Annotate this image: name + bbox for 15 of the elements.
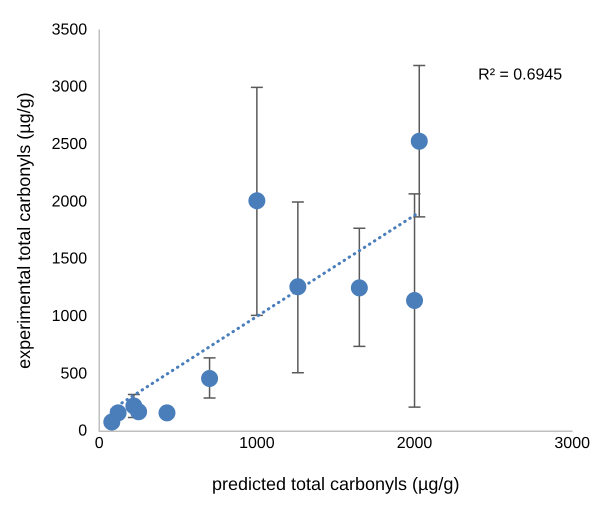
- y-tick-label: 0: [78, 422, 88, 440]
- annotation: R² = 0.6945: [478, 66, 562, 84]
- x-tick-label: 3000: [554, 435, 590, 452]
- y-tick-label: 1500: [52, 250, 88, 268]
- x-tick-label: 2000: [396, 435, 432, 452]
- y-tick-label: 2000: [52, 193, 88, 210]
- y-tick-label: 3000: [52, 78, 88, 96]
- y-axis-title: experimental total carbonyls (µg/g): [14, 92, 34, 369]
- y-tick-label: 3500: [52, 21, 88, 38]
- y-tick-label: 500: [60, 365, 88, 382]
- x-tick-label: 0: [94, 435, 104, 452]
- x-axis-title: predicted total carbonyls (µg/g): [212, 474, 460, 494]
- y-tick-label: 2500: [52, 136, 88, 154]
- y-tick-label: 1000: [52, 308, 88, 325]
- x-tick-label: 1000: [239, 435, 275, 452]
